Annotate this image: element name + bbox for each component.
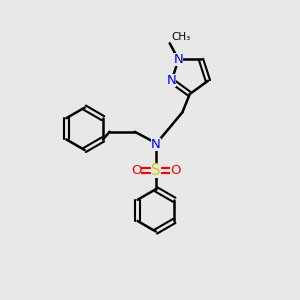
Text: O: O — [170, 164, 181, 177]
Text: N: N — [167, 74, 176, 87]
Text: N: N — [174, 53, 183, 66]
Text: O: O — [131, 164, 141, 177]
Text: N: N — [151, 138, 161, 151]
Text: S: S — [151, 163, 160, 178]
Text: CH₃: CH₃ — [171, 32, 190, 42]
